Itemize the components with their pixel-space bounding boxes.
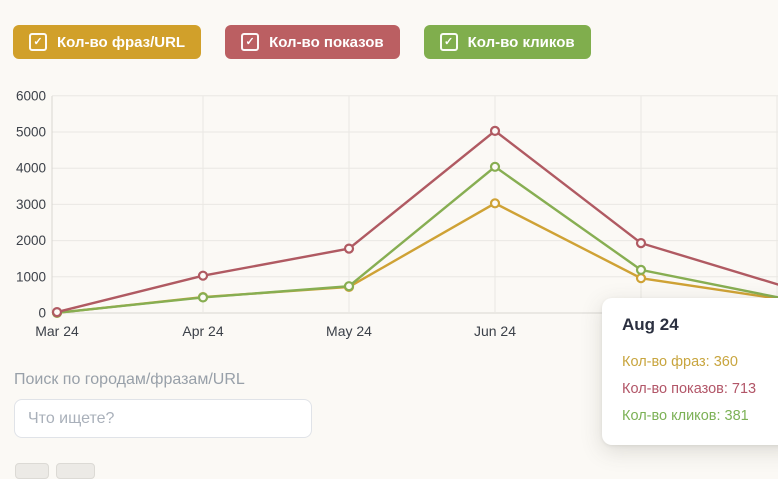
chart-legend: ✓ Кол-во фраз/URL ✓ Кол-во показов ✓ Кол-во к… [13,25,591,59]
data-point[interactable] [51,307,63,318]
bottom-button-2[interactable] [56,463,95,479]
tooltip-rows: Кол-во фраз: 360 Кол-во показов: 713 Кол-в… [622,349,778,430]
svg-text:2000: 2000 [16,233,46,248]
data-point[interactable] [197,270,209,281]
chart-svg: 0 1000 2000 3000 4000 5000 6000 Mar 24 Apr 24 May… [16,88,778,339]
checkbox-checked-icon: ✓ [29,33,47,51]
data-point[interactable] [635,238,647,249]
tooltip-row: Кол-во кликов: 381 [622,408,749,424]
legend-toggle-2[interactable]: ✓ Кол-во показов [225,25,400,59]
data-point[interactable] [343,243,355,254]
legend-label: Кол-во кликов [467,33,575,51]
data-point[interactable] [343,281,355,292]
svg-text:Jun 24: Jun 24 [474,323,516,339]
svg-text:5000: 5000 [16,125,46,140]
series-line [56,165,778,314]
svg-text:Apr 24: Apr 24 [182,323,223,339]
data-point[interactable] [197,292,209,303]
svg-text:Mar 24: Mar 24 [35,323,79,339]
tooltip-row: Кол-во фраз: 360 [622,354,738,370]
tooltip-title: Aug 24 [622,315,679,334]
svg-text:4000: 4000 [16,161,46,176]
svg-text:6000: 6000 [16,88,46,103]
legend-toggle-1[interactable]: ✓ Кол-во фраз/URL [13,25,202,59]
svg-text:May 24: May 24 [326,323,372,339]
data-point[interactable] [489,125,501,137]
bottom-button-1[interactable] [15,463,49,479]
svg-text:0: 0 [38,306,46,321]
line-chart: 0 1000 2000 3000 4000 5000 6000 Mar 24 Apr 24 May… [0,86,778,348]
svg-text:1000: 1000 [16,269,46,284]
data-point[interactable] [635,264,647,275]
checkbox-checked-icon: ✓ [241,33,260,51]
data-point[interactable] [489,198,501,209]
search-label: Поиск по городам/фразам/URL [14,371,245,388]
chart-tooltip: Aug 24 Кол-во фраз: 360 Кол-во показов: 7… [602,298,778,445]
data-point[interactable] [489,161,501,172]
tooltip-row: Кол-во показов: 713 [622,381,757,397]
series-line [56,129,778,314]
legend-toggle-3[interactable]: ✓ Кол-во кликов [423,25,591,59]
checkbox-checked-icon: ✓ [439,33,458,51]
series-line [56,201,778,314]
svg-text:3000: 3000 [16,197,46,212]
legend-label: Кол-во фраз/URL [57,33,186,51]
search-input[interactable] [14,399,312,438]
legend-label: Кол-во показов [269,33,384,51]
data-point[interactable] [635,273,647,284]
